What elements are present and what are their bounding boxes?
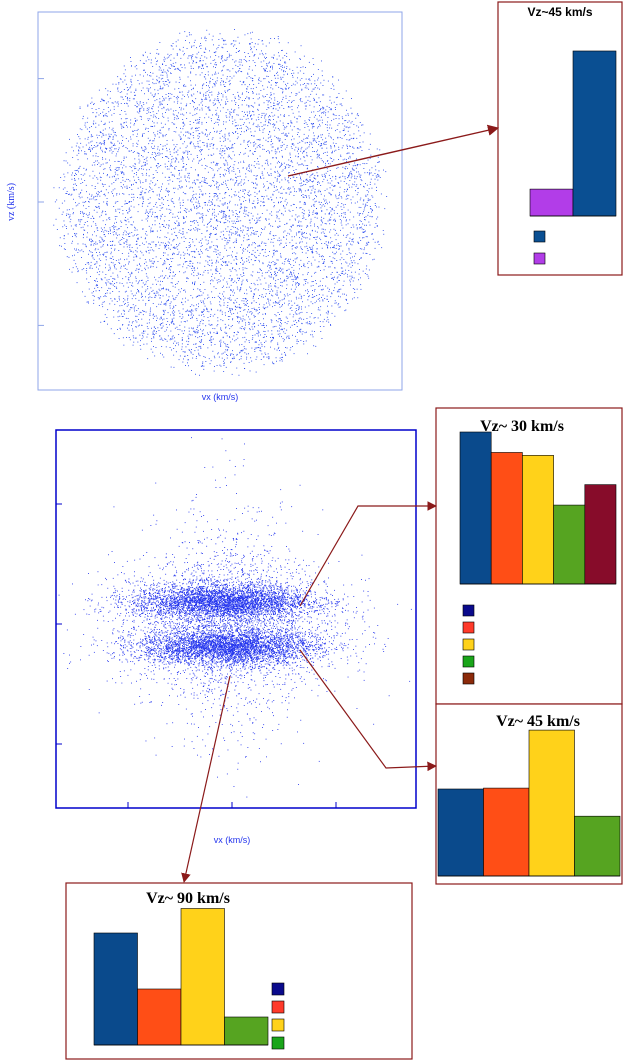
inset-vz45-bottom-title: Vz~ 45 km/s [496,713,580,730]
bar-open [93,932,138,1046]
bar-closed [529,188,574,217]
legend-swatch [533,252,546,265]
top-scatter-ylabel: vz (km/s) [6,183,17,221]
inset-vz45-bottom-bars [437,729,621,877]
arrow-to-inset-vz30 [299,501,437,607]
connector-arrows [181,124,500,883]
bar-irregular [490,452,523,585]
bottom-scatter-frame [55,429,417,809]
bar-resonant-2-3 [522,455,554,585]
legend-swatch [462,604,475,617]
bottom-scatter-panel: vx (km/s) [55,429,417,845]
top-scatter-frame [37,11,403,391]
top-scatter-yticks [38,78,44,326]
top-scatter-xlabel: vx (km/s) [202,392,239,402]
inset-vz90-title: Vz~ 90 km/s [146,890,230,907]
bottom-scatter-xlabel: vx (km/s) [214,835,251,845]
inset-vz30: Vz~ 30 km/s [435,407,623,705]
inset-vz45-top-frame [497,1,623,276]
legend-swatch [462,655,475,668]
bar-resonant-other [224,1016,269,1046]
bar-resonant [528,729,575,877]
top-scatter-panel: vx (km/s) vz (km/s) [6,11,403,402]
arrow-top-to-inset-vz45 [287,124,500,177]
inset-vz45-bottom: Vz~ 45 km/s [435,703,623,885]
bar-open [437,788,484,877]
inset-vz90-bars [93,908,269,1046]
bar-open [572,50,617,217]
bottom-scatter-points [58,437,412,798]
inset-vz30-legend [462,604,475,685]
top-scatter-points [53,29,388,376]
legend-swatch [462,638,475,651]
inset-vz30-bars [459,431,617,585]
bar-open [459,431,492,585]
bar-box [584,484,617,585]
bar-irregular [483,787,530,877]
bar-irregular [137,988,182,1046]
legend-swatch [271,1018,285,1032]
legend-swatch [271,1000,285,1014]
bar-resonant-5-7 [180,908,225,1046]
legend-swatch [271,982,285,996]
legend-swatch [462,672,475,685]
inset-vz30-title: Vz~ 30 km/s [480,418,564,435]
arrow-to-inset-vz45-bottom [299,649,437,772]
inset-vz90-legend [271,982,285,1050]
legend-swatch [271,1036,285,1050]
bar-resonant-other [553,504,586,585]
bottom-scatter-ticks [56,503,337,808]
inset-vz45-top-legend [533,230,546,265]
legend-swatch [462,621,475,634]
arrow-to-inset-vz90 [181,675,231,883]
inset-vz45-top: Vz~45 km/s [497,1,623,276]
legend-swatch [533,230,546,243]
inset-vz90: Vz~ 90 km/s [65,882,413,1060]
inset-vz45-top-title: Vz~45 km/s [527,5,592,19]
bar-resonant-other [574,815,621,877]
